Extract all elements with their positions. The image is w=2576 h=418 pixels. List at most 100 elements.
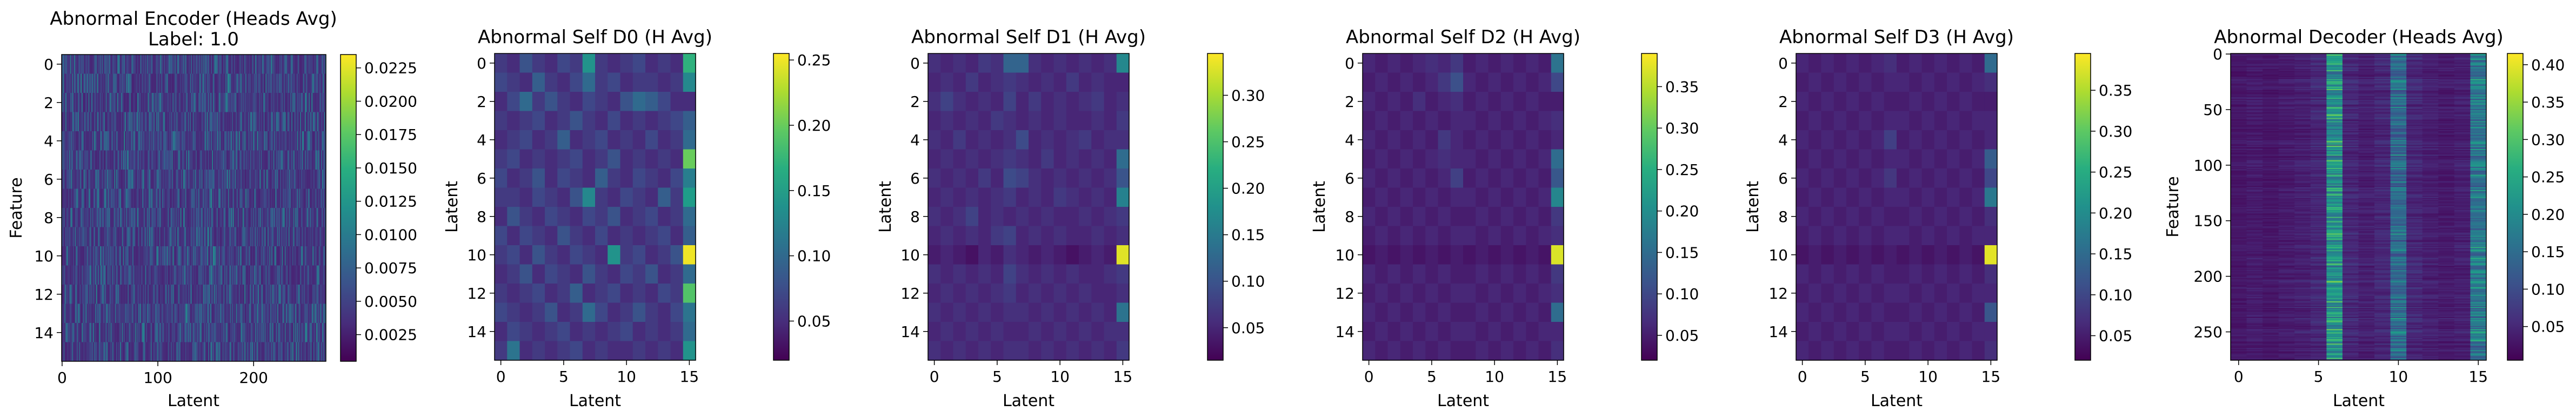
heat-cell (305, 150, 306, 170)
heat-cell (162, 131, 164, 151)
heat-cell (305, 112, 307, 132)
heat-cell (154, 342, 155, 362)
heat-cell (263, 304, 265, 323)
heat-cell (252, 246, 253, 266)
heat-cell (308, 131, 309, 151)
heat-cell (302, 265, 303, 285)
heat-cell (213, 73, 215, 93)
heat-cell (212, 342, 213, 362)
heat-cell (136, 265, 138, 285)
heat-cell (117, 93, 118, 112)
heat-cell (138, 342, 139, 362)
heat-cell (274, 55, 276, 74)
heat-cell (85, 150, 87, 170)
heat-cell (978, 226, 991, 246)
heat-cell (62, 208, 64, 227)
heat-cell (318, 285, 319, 304)
heat-cell (217, 170, 218, 189)
heat-cell (321, 208, 323, 227)
heat-cell (152, 304, 154, 323)
heat-cell (186, 112, 188, 132)
heat-cell (292, 131, 294, 151)
heat-cell (215, 55, 216, 74)
heat-cell (179, 323, 181, 342)
heat-cell (283, 227, 284, 247)
heat-cell (196, 73, 198, 93)
heat-cell (118, 150, 119, 170)
heat-cell (243, 323, 245, 342)
heat-cell (108, 93, 110, 112)
heat-cell (309, 73, 311, 93)
heat-cell (263, 285, 264, 304)
heat-cell (279, 227, 282, 247)
heat-cell (158, 208, 160, 227)
heat-cell (148, 112, 149, 132)
heat-cell (243, 246, 245, 266)
heat-cell (182, 112, 184, 132)
heat-cell (300, 112, 302, 132)
heat-cell (291, 285, 293, 304)
heat-cell (286, 246, 288, 266)
heat-cell (114, 208, 116, 227)
heat-cell (166, 131, 168, 151)
heat-cell (239, 285, 241, 304)
heat-cell (320, 304, 322, 323)
heat-cell (181, 73, 183, 93)
heat-cell (184, 131, 185, 151)
heat-cell (157, 342, 159, 362)
heat-cell (111, 55, 113, 74)
heat-cell (263, 342, 265, 362)
heat-cell (991, 168, 1004, 188)
heat-cell (314, 73, 316, 93)
heat-cell (284, 170, 286, 189)
heat-cell (82, 55, 83, 74)
heat-cell (239, 323, 241, 342)
heat-cell (112, 304, 114, 323)
heat-cell (284, 227, 285, 247)
heat-cell (189, 73, 190, 93)
heat-cell (620, 149, 633, 169)
heat-cell (89, 265, 91, 285)
heat-cell (300, 304, 302, 323)
heat-cell (283, 246, 284, 266)
heat-cell (97, 55, 98, 74)
heat-cell (223, 55, 225, 74)
heat-cell (67, 93, 69, 112)
heat-cell (111, 323, 113, 342)
heat-cell (83, 323, 85, 342)
heat-cell (187, 170, 189, 189)
heat-cell (130, 285, 132, 304)
heat-cell (189, 342, 190, 362)
heat-cell (155, 73, 157, 93)
heat-cell (324, 131, 325, 151)
heat-cell (120, 170, 122, 189)
heat-cell (263, 93, 264, 112)
heat-cell (63, 93, 65, 112)
heat-cell (63, 131, 65, 151)
heat-cell (133, 246, 135, 266)
heat-cell (110, 112, 112, 132)
heat-cell (92, 131, 94, 151)
heat-cell (301, 304, 303, 323)
heat-cell (104, 73, 106, 93)
heat-cell (278, 112, 279, 132)
heat-cell (151, 342, 153, 362)
heat-cell (318, 304, 319, 323)
heat-cell (217, 55, 218, 74)
heat-cell (178, 55, 180, 74)
heat-cell (93, 285, 95, 304)
heat-cell (150, 188, 152, 208)
heat-cell (186, 188, 188, 208)
heat-cell (88, 342, 90, 362)
heat-cell (308, 188, 309, 208)
heat-cell (91, 208, 93, 227)
heat-cell (227, 227, 229, 247)
heat-cell (108, 304, 109, 323)
heat-cell (324, 170, 325, 189)
heat-cell (290, 150, 292, 170)
heat-cell (259, 131, 261, 151)
heat-cell (242, 131, 243, 151)
heat-cell (115, 227, 117, 247)
heat-cell (259, 73, 261, 93)
heat-cell (1016, 92, 1029, 112)
